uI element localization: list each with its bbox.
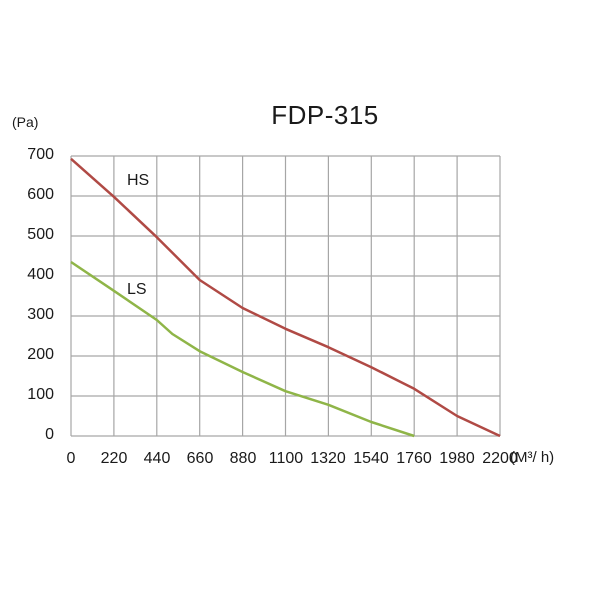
y-axis-unit: (Pa)	[12, 114, 39, 130]
x-tick-label: 660	[186, 450, 214, 467]
y-tick-label: 700	[27, 146, 54, 163]
x-tick-label: 1100	[268, 450, 304, 467]
grid-lines	[70, 155, 501, 437]
ls-series-label: LS	[127, 281, 147, 298]
chart-title: FDP-315	[271, 100, 379, 130]
y-tick-label: 300	[27, 306, 54, 323]
x-tick-label: 220	[100, 450, 128, 467]
x-axis-unit: (M³/ h)	[510, 449, 555, 466]
x-tick-label: 440	[143, 450, 171, 467]
y-tick-label: 100	[27, 386, 54, 403]
y-tick-label: 200	[27, 346, 54, 363]
x-tick-label: 1760	[396, 450, 432, 467]
x-tick-label: 1980	[439, 450, 475, 467]
y-tick-label: 0	[45, 426, 54, 443]
hs-curve	[70, 157, 501, 438]
x-tick-label: 2200	[482, 450, 518, 467]
ls-curve	[70, 260, 415, 438]
x-tick-label: 0	[66, 450, 76, 467]
y-tick-label: 500	[27, 226, 54, 243]
x-tick-label: 1540	[353, 450, 389, 467]
y-tick-label: 600	[27, 186, 54, 203]
x-tick-label: 1320	[310, 450, 346, 467]
y-tick-label: 400	[27, 266, 54, 283]
x-tick-label: 880	[229, 450, 257, 467]
hs-series-label: HS	[127, 172, 150, 189]
